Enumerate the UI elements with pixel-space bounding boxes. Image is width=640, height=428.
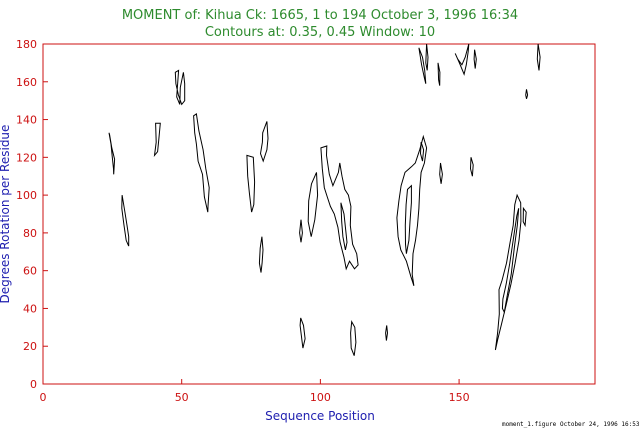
contour-line xyxy=(439,162,443,184)
plot-frame xyxy=(42,43,596,385)
y-tick-label: 100 xyxy=(16,189,37,202)
contour-line xyxy=(153,122,161,158)
contour-line xyxy=(320,145,359,271)
footer-timestamp: October 24, 1996 16:53 xyxy=(560,421,640,428)
y-tick-label: 140 xyxy=(16,114,37,127)
x-axis: 0 50 100 150 xyxy=(40,379,470,404)
contour-line xyxy=(473,49,477,69)
contour-line xyxy=(425,43,429,71)
contour-line xyxy=(469,157,474,177)
contour-line xyxy=(501,208,520,314)
contour-line xyxy=(246,154,256,213)
contour-line xyxy=(307,172,319,237)
contour-line xyxy=(396,134,428,286)
y-tick-label: 60 xyxy=(23,265,37,278)
contour-line xyxy=(108,132,116,175)
y-tick-label: 20 xyxy=(23,340,37,353)
contour-line xyxy=(522,206,527,228)
x-axis-label: Sequence Position xyxy=(265,409,375,423)
contour-line xyxy=(350,320,357,356)
y-tick-label: 80 xyxy=(23,227,37,240)
chart-title: MOMENT of: Kihua Ck: 1665, 1 to 194 Octo… xyxy=(122,8,518,23)
contour-line xyxy=(121,195,130,247)
x-tick-label: 100 xyxy=(310,391,331,404)
contour-line xyxy=(193,113,210,213)
contour-line xyxy=(418,47,427,84)
footer-filename: moment_1.figure xyxy=(502,421,557,428)
x-tick-label: 50 xyxy=(175,391,189,404)
contour-line xyxy=(299,317,306,349)
y-tick-label: 120 xyxy=(16,151,37,164)
x-tick-label: 150 xyxy=(449,391,470,404)
contour-line xyxy=(454,43,470,76)
y-tick-label: 40 xyxy=(23,302,37,315)
contour-line xyxy=(419,142,425,162)
contour-line xyxy=(258,236,264,273)
y-tick-label: 160 xyxy=(16,76,37,89)
contour-line xyxy=(536,43,541,71)
contour-line xyxy=(174,69,186,106)
contour-line xyxy=(404,184,412,254)
contour-line xyxy=(340,202,348,251)
contour-line xyxy=(494,193,522,351)
y-axis: 0 20 40 60 80 100 120 140 160 180 xyxy=(16,38,48,391)
chart-subtitle: Contours at: 0.35, 0.45 Window: 10 xyxy=(205,25,435,40)
x-tick-label: 0 xyxy=(40,391,47,404)
contour-line xyxy=(385,325,389,341)
contour-line xyxy=(299,219,303,243)
contour-lines xyxy=(108,43,541,356)
contour-line xyxy=(525,89,529,99)
y-tick-label: 0 xyxy=(30,378,37,391)
contour-line xyxy=(259,121,269,163)
y-tick-label: 180 xyxy=(16,38,37,51)
contour-line xyxy=(437,62,441,86)
y-axis-label: Degrees Rotation per Residue xyxy=(0,125,12,304)
